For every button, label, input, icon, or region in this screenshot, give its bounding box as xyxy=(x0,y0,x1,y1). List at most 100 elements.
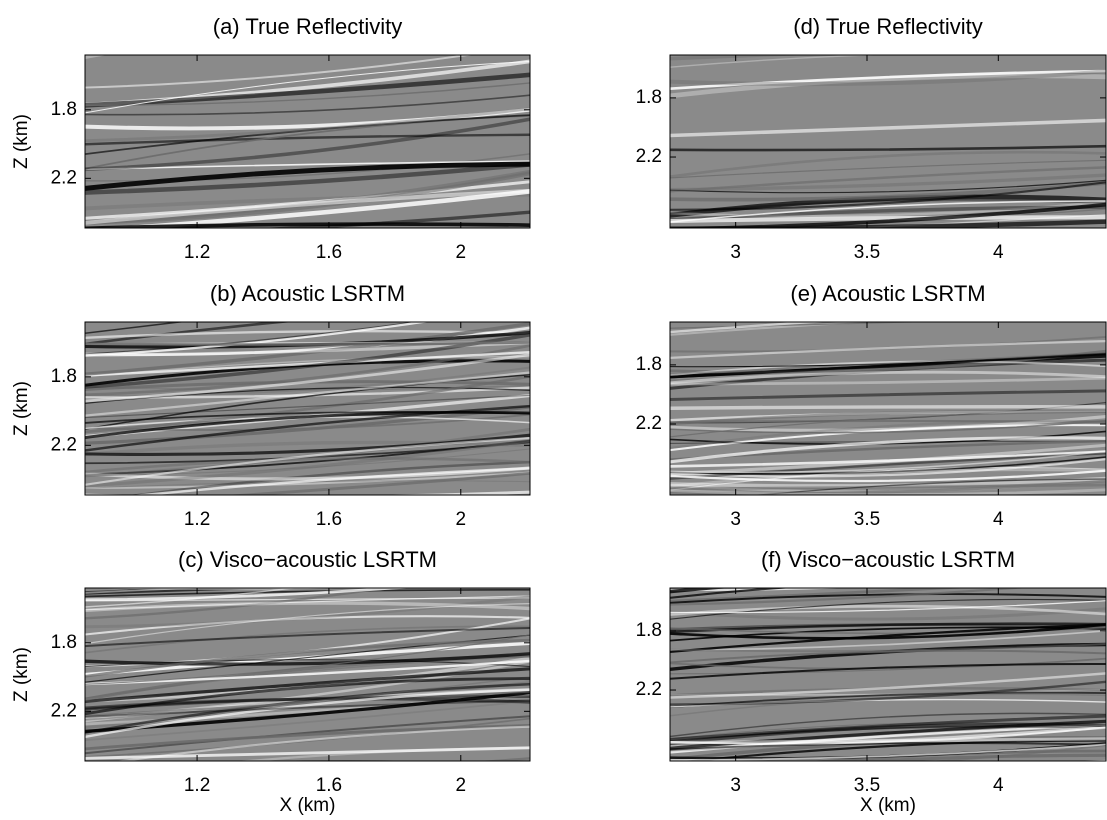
seismic-event xyxy=(85,61,530,114)
seismic-event xyxy=(260,760,436,761)
seismic-event xyxy=(85,588,530,598)
seismic-event xyxy=(670,443,1106,476)
seismic-event xyxy=(670,200,1106,218)
seismic-event xyxy=(85,133,530,146)
seismic-event xyxy=(670,743,1106,761)
seismic-event xyxy=(224,472,530,495)
seismic-event xyxy=(85,683,530,734)
seismic-event xyxy=(670,604,1106,616)
seismic-event xyxy=(85,724,530,751)
seismic-event xyxy=(85,351,530,377)
seismic-event xyxy=(660,503,1107,511)
seismic-event xyxy=(670,414,1106,432)
seismic-event xyxy=(85,427,530,478)
seismic-event xyxy=(85,634,530,683)
x-tick-label: 3.5 xyxy=(854,509,880,530)
seismic-event xyxy=(85,717,530,758)
seismic-event xyxy=(85,341,530,357)
seismic-event xyxy=(670,698,1106,708)
seismic-event xyxy=(670,593,1106,604)
panel-title: (b) Acoustic LSRTM xyxy=(210,281,405,306)
y-axis-label: Z (km) xyxy=(11,114,32,169)
seismic-event xyxy=(85,433,530,457)
panel-title: (a) True Reflectivity xyxy=(213,14,403,39)
seismic-event xyxy=(85,688,530,739)
x-tick-label: 1.6 xyxy=(316,509,342,530)
seismic-event xyxy=(85,162,530,195)
seismic-event xyxy=(670,335,1106,353)
x-tick-label: 1.6 xyxy=(316,775,342,796)
seismic-event xyxy=(85,94,530,116)
seismic-event xyxy=(85,699,530,718)
seismic-event xyxy=(670,405,1106,410)
seismic-event xyxy=(85,588,414,602)
seismic-image xyxy=(660,322,1107,511)
seismic-event xyxy=(85,667,530,703)
seismic-event xyxy=(670,436,1106,464)
seismic-event xyxy=(85,171,530,225)
seismic-event xyxy=(85,341,530,346)
x-tick-label: 1.6 xyxy=(316,242,342,263)
seismic-image xyxy=(75,588,540,780)
seismic-event xyxy=(670,479,1106,495)
seismic-event xyxy=(85,656,530,699)
seismic-event xyxy=(670,144,1106,152)
seismic-event xyxy=(670,600,1106,614)
y-tick-label: 1.8 xyxy=(51,366,77,387)
panel-title: (e) Acoustic LSRTM xyxy=(790,281,985,306)
x-tick-label: 4 xyxy=(993,509,1004,530)
seismic-event xyxy=(670,340,1106,360)
seismic-event xyxy=(85,114,530,156)
seismic-event xyxy=(670,419,1106,434)
seismic-event xyxy=(295,760,399,761)
panel-title: (d) True Reflectivity xyxy=(793,14,983,39)
x-tick-label: 2 xyxy=(455,242,466,263)
seismic-event xyxy=(85,627,530,648)
seismic-event xyxy=(670,662,1106,680)
seismic-event xyxy=(85,448,530,477)
seismic-event xyxy=(85,440,530,457)
seismic-event xyxy=(75,771,540,780)
seismic-event xyxy=(844,753,1106,761)
seismic-event xyxy=(670,468,1106,488)
y-tick-label: 2.2 xyxy=(636,146,662,167)
x-tick-label: 4 xyxy=(993,775,1004,796)
x-tick-label: 3 xyxy=(730,242,741,263)
seismic-event xyxy=(85,322,426,356)
seismic-event xyxy=(670,450,1106,474)
seismic-event xyxy=(670,737,1106,745)
seismic-event xyxy=(670,360,1106,377)
y-tick-label: 2.2 xyxy=(51,434,77,455)
seismic-event xyxy=(85,638,530,678)
seismic-event xyxy=(85,652,530,666)
x-tick-label: 3.5 xyxy=(854,242,880,263)
y-tick-label: 1.8 xyxy=(636,87,662,108)
axes-frame xyxy=(669,54,1107,229)
panel-title: (f) Visco−acoustic LSRTM xyxy=(761,547,1015,572)
seismic-event xyxy=(670,181,1106,211)
y-tick-label: 1.8 xyxy=(636,354,662,375)
seismic-image xyxy=(670,55,1106,228)
seismic-event xyxy=(85,601,530,613)
seismic-event xyxy=(85,438,530,488)
seismic-event xyxy=(85,595,530,629)
seismic-event xyxy=(751,478,1106,495)
y-tick-label: 2.2 xyxy=(51,700,77,721)
seismic-image xyxy=(85,55,530,228)
seismic-event xyxy=(670,55,888,68)
seismic-event xyxy=(85,437,530,486)
y-tick-label: 1.8 xyxy=(51,632,77,653)
seismic-event xyxy=(85,603,530,645)
seismic-event xyxy=(670,69,1106,91)
seismic-event xyxy=(670,680,1106,706)
seismic-event xyxy=(670,215,1106,224)
seismic-event xyxy=(670,69,1106,87)
y-tick-label: 2.2 xyxy=(636,413,662,434)
seismic-event xyxy=(670,322,831,334)
seismic-event xyxy=(670,456,1106,475)
seismic-event xyxy=(85,72,530,108)
seismic-event xyxy=(85,384,530,391)
seismic-event xyxy=(670,370,1106,385)
seismic-event xyxy=(670,351,1106,375)
seismic-event xyxy=(670,588,1028,606)
